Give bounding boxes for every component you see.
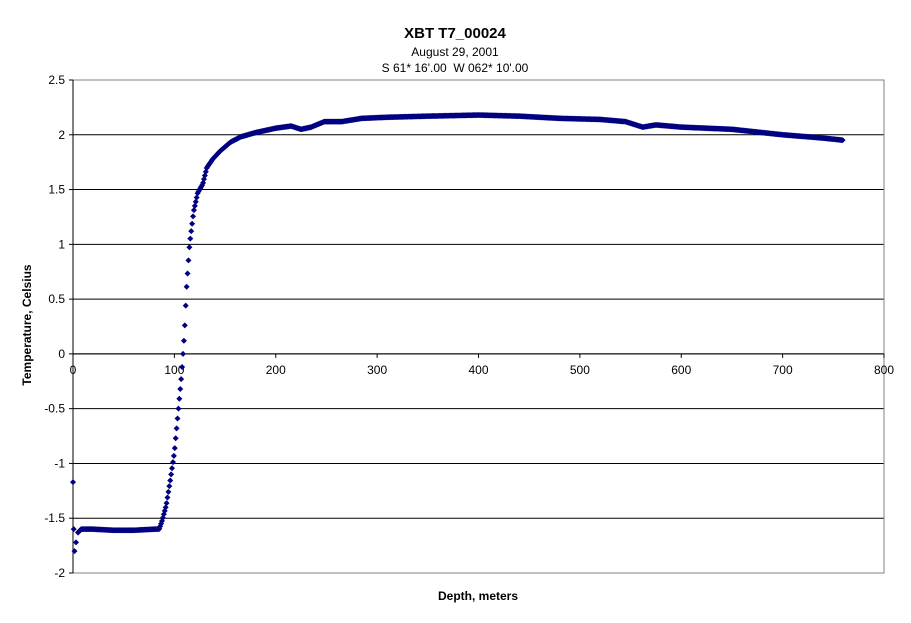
data-point [171,445,178,452]
data-point [191,202,198,209]
data-points [70,112,846,555]
chart-subtitle-position: S 61* 16'.00 W 062* 10'.00 [382,61,529,75]
x-tick-label: 300 [367,363,387,377]
data-point [839,137,846,144]
data-point [163,500,170,507]
data-point [185,257,192,264]
y-tick-label: -2 [54,566,65,580]
data-point [71,548,78,555]
axes [69,79,885,574]
x-tick-label: 700 [773,363,793,377]
data-point [169,465,176,472]
data-point [188,228,195,235]
data-point [165,488,172,495]
data-point [179,350,186,357]
x-tick-label: 400 [468,363,488,377]
data-point [172,435,179,442]
data-point [184,270,191,277]
y-tick-label: -0.5 [44,402,65,416]
data-point [160,511,167,518]
data-point [189,220,196,227]
data-point [175,405,182,412]
x-tick-label: 0 [70,363,77,377]
y-tick-label: 2 [58,128,65,142]
data-point [190,213,197,220]
data-point [167,477,174,484]
chart-subtitle-date: August 29, 2001 [411,45,499,59]
x-tick-label: 200 [266,363,286,377]
data-point [73,539,80,546]
y-tick-label: 0.5 [48,292,65,306]
data-point [164,494,171,501]
gridlines [73,79,884,519]
x-tick-label: 600 [671,363,691,377]
x-axis-title: Depth, meters [438,589,518,603]
data-point [187,235,194,242]
data-point [70,479,76,486]
data-point [178,376,185,383]
x-tick-label: 800 [874,363,894,377]
data-point [176,395,183,402]
plot-area-border [72,79,885,574]
data-point [174,415,181,422]
data-point [168,471,175,478]
chart-title: XBT T7_00024 [404,25,506,42]
data-point [162,504,169,511]
data-point [181,322,188,329]
y-tick-label: 1.5 [48,183,65,197]
data-point [180,337,187,344]
data-point [190,207,197,214]
y-tick-label: -1.5 [44,511,65,525]
data-point [70,526,77,533]
x-tick-label: 100 [164,363,184,377]
data-point [173,425,180,432]
data-point [177,385,184,392]
data-point [186,244,193,251]
y-tick-label: 2.5 [48,73,65,87]
data-point [193,194,200,201]
data-point [166,483,173,490]
data-point [179,364,186,371]
data-point [182,302,189,309]
y-tick-label: 0 [58,347,65,361]
data-point [169,459,176,466]
y-tick-label: -1 [54,456,65,470]
data-point [170,452,177,459]
tick-labels: 2.5 2 1.5 1 0.5 0 -0.5 -1 -1.5 -2 0 100 200 300 400 500… [44,73,894,580]
y-axis-title: Temperature, Celsius [20,264,34,385]
data-point [183,283,190,290]
y-tick-label: 1 [58,237,65,251]
x-tick-label: 500 [570,363,590,377]
data-point [192,198,199,205]
